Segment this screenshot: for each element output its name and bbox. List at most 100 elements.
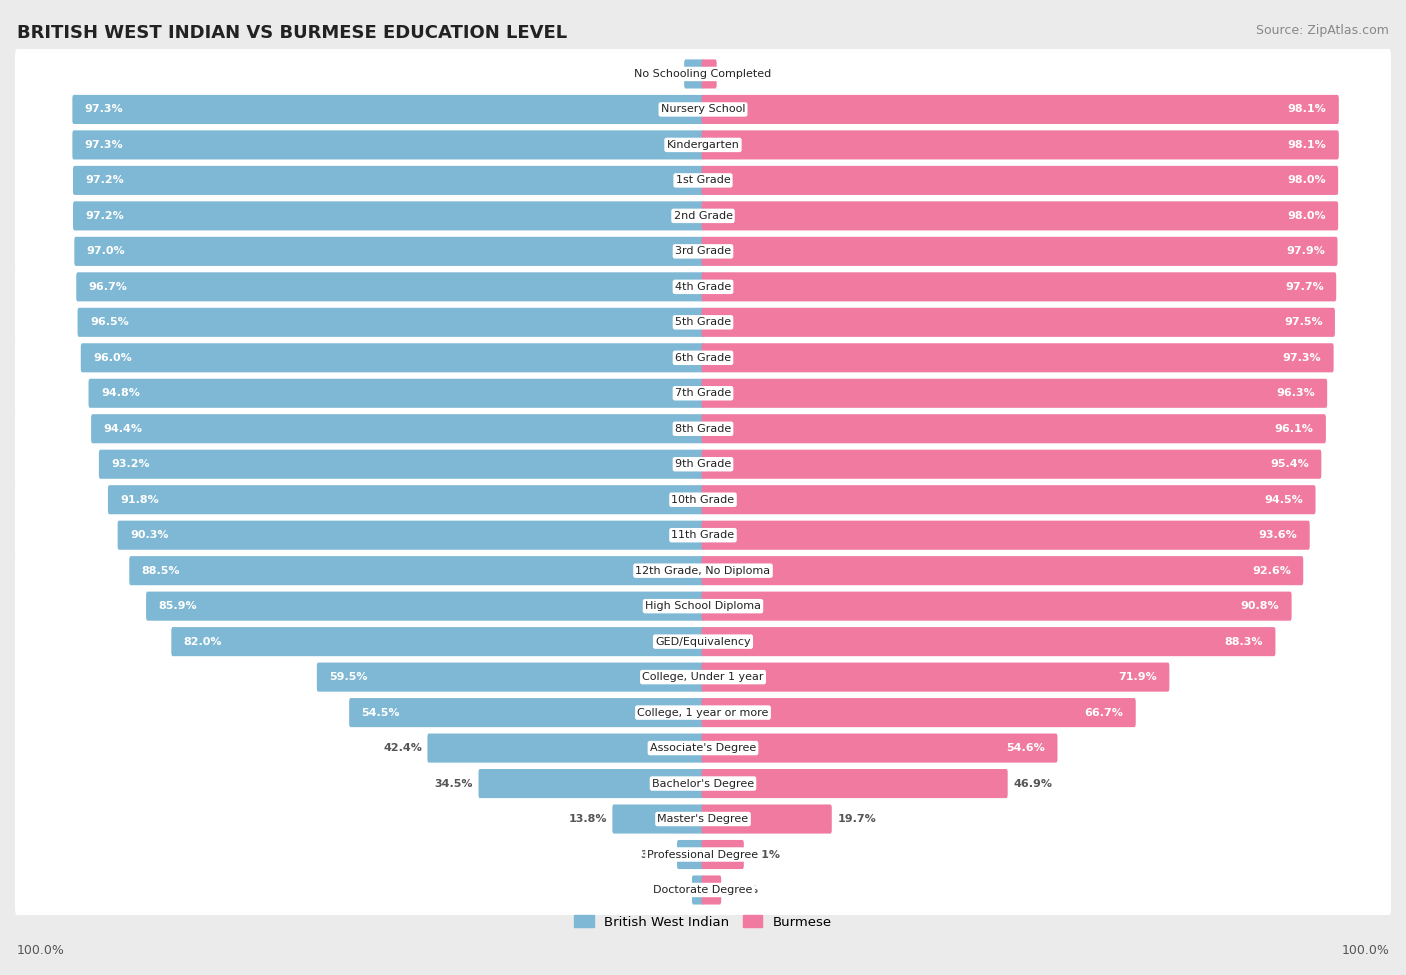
FancyBboxPatch shape — [15, 862, 1391, 917]
FancyBboxPatch shape — [15, 153, 1391, 208]
Text: 90.3%: 90.3% — [129, 530, 169, 540]
FancyBboxPatch shape — [76, 272, 704, 301]
FancyBboxPatch shape — [702, 449, 1322, 479]
Text: 97.3%: 97.3% — [84, 140, 124, 150]
Text: 93.6%: 93.6% — [1258, 530, 1298, 540]
FancyBboxPatch shape — [72, 131, 704, 160]
FancyBboxPatch shape — [15, 82, 1391, 137]
Text: 54.5%: 54.5% — [361, 708, 401, 718]
FancyBboxPatch shape — [72, 95, 704, 124]
Text: 6th Grade: 6th Grade — [675, 353, 731, 363]
Text: 96.0%: 96.0% — [93, 353, 132, 363]
Text: BRITISH WEST INDIAN VS BURMESE EDUCATION LEVEL: BRITISH WEST INDIAN VS BURMESE EDUCATION… — [17, 24, 567, 42]
FancyBboxPatch shape — [15, 543, 1391, 599]
FancyBboxPatch shape — [15, 578, 1391, 634]
Text: 94.8%: 94.8% — [101, 388, 139, 398]
FancyBboxPatch shape — [702, 733, 1057, 762]
FancyBboxPatch shape — [702, 804, 832, 834]
Text: Bachelor's Degree: Bachelor's Degree — [652, 779, 754, 789]
FancyBboxPatch shape — [15, 331, 1391, 385]
Text: No Schooling Completed: No Schooling Completed — [634, 69, 772, 79]
Text: 85.9%: 85.9% — [159, 602, 197, 611]
Text: 7th Grade: 7th Grade — [675, 388, 731, 398]
Text: 97.5%: 97.5% — [1284, 317, 1323, 328]
FancyBboxPatch shape — [702, 414, 1326, 444]
Text: 97.3%: 97.3% — [1282, 353, 1322, 363]
FancyBboxPatch shape — [478, 769, 704, 799]
Text: 6.1%: 6.1% — [749, 849, 780, 860]
Text: 98.1%: 98.1% — [1288, 140, 1326, 150]
FancyBboxPatch shape — [15, 117, 1391, 173]
FancyBboxPatch shape — [15, 188, 1391, 244]
FancyBboxPatch shape — [702, 840, 744, 869]
FancyBboxPatch shape — [73, 201, 704, 230]
Text: 59.5%: 59.5% — [329, 672, 368, 682]
Text: 8th Grade: 8th Grade — [675, 424, 731, 434]
Text: 13.8%: 13.8% — [568, 814, 607, 824]
Text: 90.8%: 90.8% — [1240, 602, 1279, 611]
Text: 98.0%: 98.0% — [1286, 211, 1326, 221]
Text: 98.0%: 98.0% — [1286, 176, 1326, 185]
FancyBboxPatch shape — [702, 272, 1336, 301]
FancyBboxPatch shape — [146, 592, 704, 621]
Text: 93.2%: 93.2% — [111, 459, 150, 469]
FancyBboxPatch shape — [15, 401, 1391, 456]
Text: 11th Grade: 11th Grade — [672, 530, 734, 540]
FancyBboxPatch shape — [15, 684, 1391, 740]
FancyBboxPatch shape — [427, 733, 704, 762]
FancyBboxPatch shape — [15, 721, 1391, 776]
Text: 97.2%: 97.2% — [86, 211, 124, 221]
FancyBboxPatch shape — [702, 876, 721, 905]
FancyBboxPatch shape — [316, 663, 704, 691]
FancyBboxPatch shape — [129, 556, 704, 585]
Text: 96.3%: 96.3% — [1277, 388, 1315, 398]
FancyBboxPatch shape — [702, 378, 1327, 408]
FancyBboxPatch shape — [702, 592, 1292, 621]
Text: 88.5%: 88.5% — [142, 566, 180, 575]
FancyBboxPatch shape — [702, 521, 1310, 550]
Text: GED/Equivalency: GED/Equivalency — [655, 637, 751, 646]
Text: 2nd Grade: 2nd Grade — [673, 211, 733, 221]
Text: 97.2%: 97.2% — [86, 176, 124, 185]
Text: 5th Grade: 5th Grade — [675, 317, 731, 328]
Text: 46.9%: 46.9% — [1014, 779, 1052, 789]
Text: 1st Grade: 1st Grade — [676, 176, 730, 185]
Text: 2.6%: 2.6% — [727, 885, 758, 895]
Text: 54.6%: 54.6% — [1007, 743, 1045, 753]
FancyBboxPatch shape — [702, 59, 717, 89]
FancyBboxPatch shape — [702, 698, 1136, 727]
FancyBboxPatch shape — [98, 449, 704, 479]
Text: 88.3%: 88.3% — [1225, 637, 1263, 646]
Text: Nursery School: Nursery School — [661, 104, 745, 114]
FancyBboxPatch shape — [15, 614, 1391, 669]
FancyBboxPatch shape — [15, 756, 1391, 811]
Text: 91.8%: 91.8% — [121, 494, 159, 505]
FancyBboxPatch shape — [15, 472, 1391, 527]
FancyBboxPatch shape — [692, 876, 704, 905]
Text: 96.5%: 96.5% — [90, 317, 129, 328]
FancyBboxPatch shape — [15, 827, 1391, 882]
FancyBboxPatch shape — [702, 237, 1337, 266]
FancyBboxPatch shape — [118, 521, 704, 550]
Text: 97.9%: 97.9% — [1286, 247, 1324, 256]
Text: 100.0%: 100.0% — [1341, 945, 1389, 957]
Text: 92.6%: 92.6% — [1251, 566, 1291, 575]
Text: Associate's Degree: Associate's Degree — [650, 743, 756, 753]
Text: 1.5%: 1.5% — [655, 885, 686, 895]
FancyBboxPatch shape — [15, 437, 1391, 492]
FancyBboxPatch shape — [15, 294, 1391, 350]
Text: 10th Grade: 10th Grade — [672, 494, 734, 505]
Text: 97.3%: 97.3% — [84, 104, 124, 114]
FancyBboxPatch shape — [678, 840, 704, 869]
Text: 4th Grade: 4th Grade — [675, 282, 731, 292]
Text: 96.1%: 96.1% — [1275, 424, 1313, 434]
Text: 82.0%: 82.0% — [184, 637, 222, 646]
FancyBboxPatch shape — [702, 131, 1339, 160]
FancyBboxPatch shape — [702, 627, 1275, 656]
FancyBboxPatch shape — [702, 769, 1008, 799]
Text: 94.5%: 94.5% — [1264, 494, 1303, 505]
Text: Source: ZipAtlas.com: Source: ZipAtlas.com — [1256, 24, 1389, 37]
FancyBboxPatch shape — [80, 343, 704, 372]
Text: 19.7%: 19.7% — [838, 814, 876, 824]
Text: 12th Grade, No Diploma: 12th Grade, No Diploma — [636, 566, 770, 575]
